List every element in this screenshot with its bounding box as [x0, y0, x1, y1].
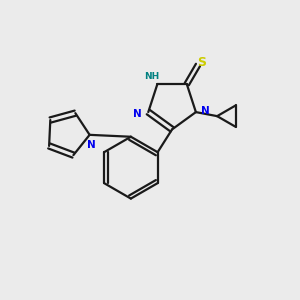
Text: NH: NH: [144, 72, 160, 81]
Text: N: N: [87, 140, 95, 150]
Text: N: N: [133, 109, 142, 118]
Text: S: S: [197, 56, 206, 68]
Text: N: N: [201, 106, 210, 116]
